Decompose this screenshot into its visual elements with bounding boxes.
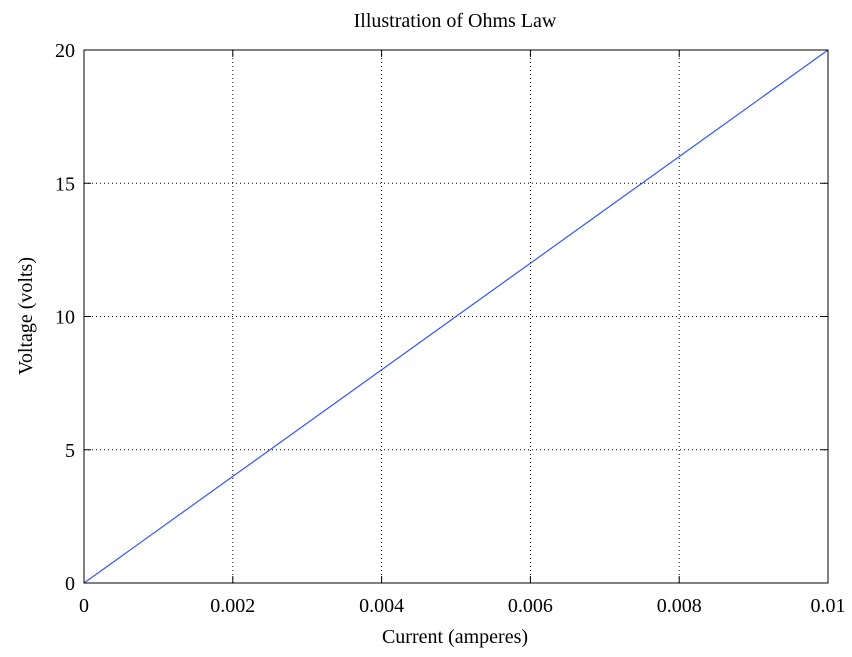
chart-title: Illustration of Ohms Law (354, 10, 557, 32)
y-tick-label: 20 (55, 40, 75, 62)
x-tick-label: 0.006 (508, 595, 553, 617)
series-layer (83, 49, 829, 584)
y-tick-label: 10 (55, 307, 75, 329)
y-tick-label: 15 (55, 173, 75, 195)
x-tick-label: 0 (79, 595, 89, 617)
x-tick-label: 0.01 (811, 595, 846, 617)
x-tick-labels: 0 0.002 0.004 0.006 0.008 0.01 (79, 595, 846, 617)
x-tick-label: 0.008 (657, 595, 702, 617)
y-tick-label: 0 (65, 573, 75, 595)
x-tick-label: 0.002 (210, 595, 255, 617)
series-line (83, 49, 829, 584)
y-tick-labels: 0 5 10 15 20 (55, 40, 75, 595)
x-axis-title: Current (amperes) (382, 626, 528, 648)
x-tick-label: 0.004 (359, 595, 404, 617)
axis-ticks (83, 49, 829, 584)
y-tick-label: 5 (65, 440, 75, 462)
y-axis-title: Voltage (volts) (15, 257, 37, 375)
